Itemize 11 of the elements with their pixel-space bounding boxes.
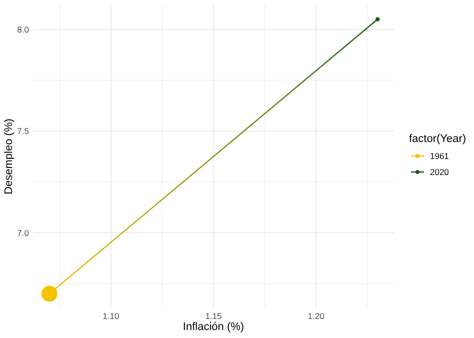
x-tick-label: 1.10 xyxy=(102,311,120,321)
y-tick-label: 7.5 xyxy=(17,126,30,136)
legend-label: 2020 xyxy=(430,167,450,177)
x-tick-label: 1.20 xyxy=(308,311,325,321)
x-axis-title: Inflación (%) xyxy=(182,321,244,333)
y-axis-title: Desempleo (%) xyxy=(3,118,15,194)
legend-label: 1961 xyxy=(430,151,450,161)
x-tick-label: 1.15 xyxy=(205,311,222,321)
y-tick-label: 7.0 xyxy=(17,228,30,238)
y-tick-label: 8.0 xyxy=(17,24,30,34)
legend-title: factor(Year) xyxy=(409,133,466,145)
